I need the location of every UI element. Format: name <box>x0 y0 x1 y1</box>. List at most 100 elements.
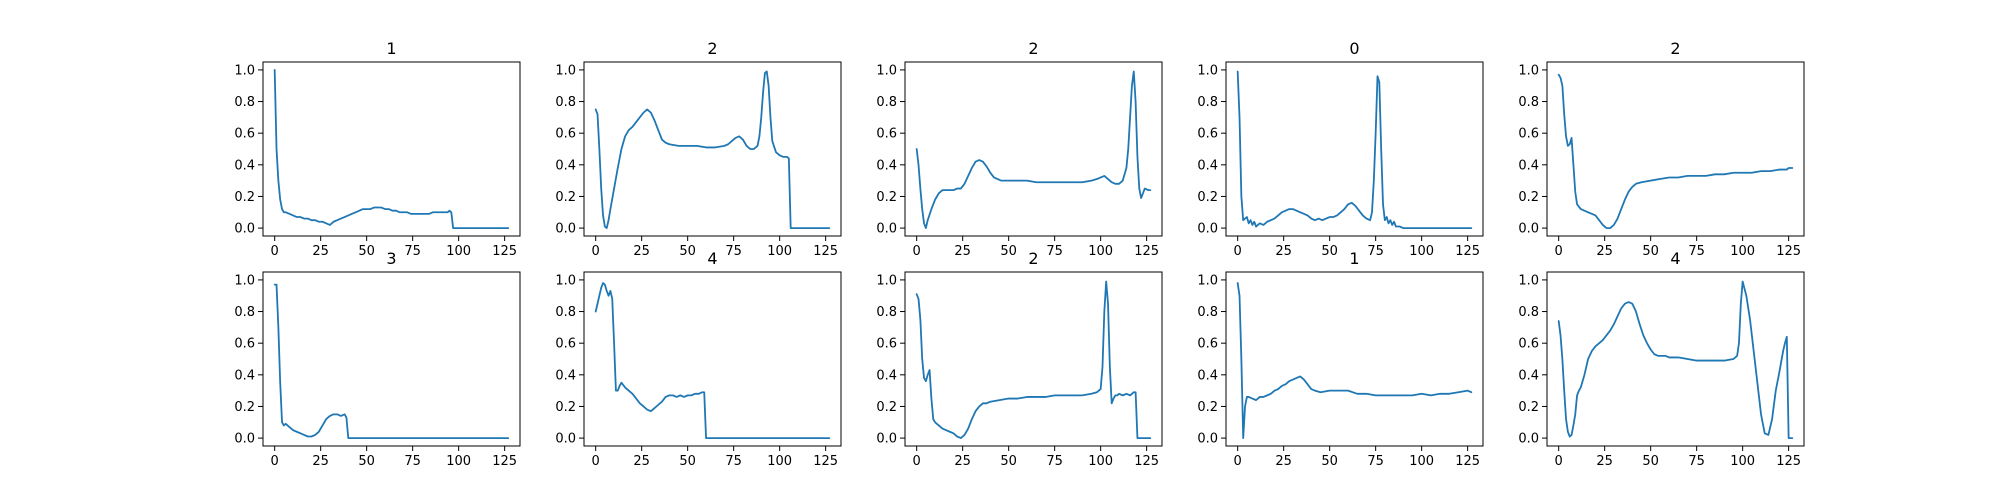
subplot-title: 2 <box>1028 249 1038 268</box>
x-tick-label: 100 <box>446 244 471 259</box>
x-tick-label: 100 <box>767 454 792 469</box>
y-tick-label: 0.6 <box>234 337 255 352</box>
x-tick-label: 25 <box>633 244 650 259</box>
x-tick-label: 125 <box>1455 244 1480 259</box>
y-tick-label: 1.0 <box>1197 273 1218 288</box>
x-tick-label: 50 <box>679 454 696 469</box>
subplot-6: 3 0 25 50 75 100 125 0.0 0.2 0.4 0.6 0.8 1.0 <box>234 249 521 469</box>
x-tick-label: 100 <box>767 244 792 259</box>
y-tick-label: 0.0 <box>876 222 897 237</box>
y-tick-label: 0.8 <box>555 305 576 320</box>
y-tick-label: 0.6 <box>1518 127 1539 142</box>
x-tick-label: 100 <box>1409 244 1434 259</box>
x-tick-label: 75 <box>404 244 421 259</box>
y-tick-label: 0.2 <box>1518 400 1539 415</box>
x-tick-label: 75 <box>725 454 742 469</box>
y-tick-label: 0.6 <box>555 337 576 352</box>
x-tick-label: 0 <box>592 454 600 469</box>
y-tick-label: 1.0 <box>876 63 897 78</box>
subplot-8: 2 0 25 50 75 100 125 0.0 0.2 0.4 0.6 0.8 1.0 <box>876 249 1163 469</box>
series-line <box>594 282 831 439</box>
y-tick-label: 0.6 <box>1518 337 1539 352</box>
series-line <box>915 280 1152 439</box>
x-tick-label: 75 <box>1046 244 1063 259</box>
x-tick-label: 25 <box>1596 454 1613 469</box>
y-tick-label: 0.0 <box>1518 222 1539 237</box>
axes-frame <box>1546 271 1805 447</box>
subplot-7: 4 0 25 50 75 100 125 0.0 0.2 0.4 0.6 0.8 1.0 <box>555 249 842 469</box>
x-tick-label: 0 <box>592 244 600 259</box>
axes-frame <box>1546 61 1805 237</box>
axes-frame <box>904 271 1163 447</box>
series-line <box>594 70 831 229</box>
x-tick-label: 25 <box>633 454 650 469</box>
x-tick-label: 25 <box>1275 454 1292 469</box>
y-tick-label: 0.6 <box>876 337 897 352</box>
y-tick-label: 1.0 <box>1197 63 1218 78</box>
x-tick-label: 100 <box>1730 454 1755 469</box>
series-line <box>273 283 510 439</box>
y-tick-label: 0.0 <box>876 432 897 447</box>
x-tick-label: 50 <box>679 244 696 259</box>
y-tick-label: 0.4 <box>555 368 576 383</box>
subplot-2: 2 0 25 50 75 100 125 0.0 0.2 0.4 0.6 0.8 1.0 <box>555 39 842 259</box>
subplot-4: 0 0 25 50 75 100 125 0.0 0.2 0.4 0.6 0.8 1.0 <box>1197 39 1484 259</box>
x-tick-label: 100 <box>1088 244 1113 259</box>
y-tick-label: 0.2 <box>876 400 897 415</box>
x-tick-label: 50 <box>1321 244 1338 259</box>
x-tick-label: 125 <box>1455 454 1480 469</box>
x-tick-label: 25 <box>954 244 971 259</box>
y-tick-label: 0.6 <box>555 127 576 142</box>
x-tick-label: 0 <box>1555 454 1563 469</box>
y-tick-label: 0.8 <box>234 95 255 110</box>
y-tick-label: 0.0 <box>555 432 576 447</box>
x-tick-label: 100 <box>446 454 471 469</box>
subplot-9: 1 0 25 50 75 100 125 0.0 0.2 0.4 0.6 0.8 1.0 <box>1197 249 1484 469</box>
series-line <box>1557 280 1794 439</box>
y-tick-label: 0.2 <box>555 190 576 205</box>
axes-frame <box>904 61 1163 237</box>
y-tick-label: 0.4 <box>1518 158 1539 173</box>
subplot-title: 4 <box>1670 249 1680 268</box>
x-tick-label: 50 <box>1642 244 1659 259</box>
axes-frame <box>583 61 842 237</box>
y-tick-label: 0.0 <box>234 222 255 237</box>
y-tick-label: 0.4 <box>876 158 897 173</box>
x-tick-label: 100 <box>1409 454 1434 469</box>
x-tick-label: 0 <box>1234 454 1242 469</box>
y-tick-label: 0.4 <box>1197 368 1218 383</box>
y-tick-label: 0.2 <box>876 190 897 205</box>
series-line <box>273 69 510 229</box>
y-tick-label: 0.4 <box>1518 368 1539 383</box>
axes-frame <box>262 271 521 447</box>
y-tick-label: 0.2 <box>234 400 255 415</box>
series-line <box>1236 70 1473 229</box>
x-tick-label: 125 <box>1776 244 1801 259</box>
y-tick-label: 0.2 <box>1197 400 1218 415</box>
y-tick-label: 0.8 <box>1197 305 1218 320</box>
y-tick-label: 1.0 <box>234 63 255 78</box>
subplot-10: 4 0 25 50 75 100 125 0.0 0.2 0.4 0.6 0.8 1.0 <box>1518 249 1805 469</box>
subplot-title: 2 <box>1028 39 1038 58</box>
subplot-title: 0 <box>1349 39 1359 58</box>
y-tick-label: 0.0 <box>1197 432 1218 447</box>
subplot-5: 2 0 25 50 75 100 125 0.0 0.2 0.4 0.6 0.8 1.0 <box>1518 39 1805 259</box>
x-tick-label: 25 <box>312 454 329 469</box>
x-tick-label: 100 <box>1730 244 1755 259</box>
y-tick-label: 0.2 <box>1518 190 1539 205</box>
x-tick-label: 125 <box>813 454 838 469</box>
y-tick-label: 0.2 <box>555 400 576 415</box>
y-tick-label: 0.8 <box>555 95 576 110</box>
x-tick-label: 125 <box>1134 454 1159 469</box>
y-tick-label: 0.4 <box>555 158 576 173</box>
x-tick-label: 25 <box>1275 244 1292 259</box>
x-tick-label: 125 <box>1776 454 1801 469</box>
y-tick-label: 0.8 <box>1197 95 1218 110</box>
axes-frame <box>262 61 521 237</box>
x-tick-label: 0 <box>1555 244 1563 259</box>
y-tick-label: 1.0 <box>1518 63 1539 78</box>
axes-frame <box>1225 271 1484 447</box>
x-tick-label: 125 <box>492 454 517 469</box>
